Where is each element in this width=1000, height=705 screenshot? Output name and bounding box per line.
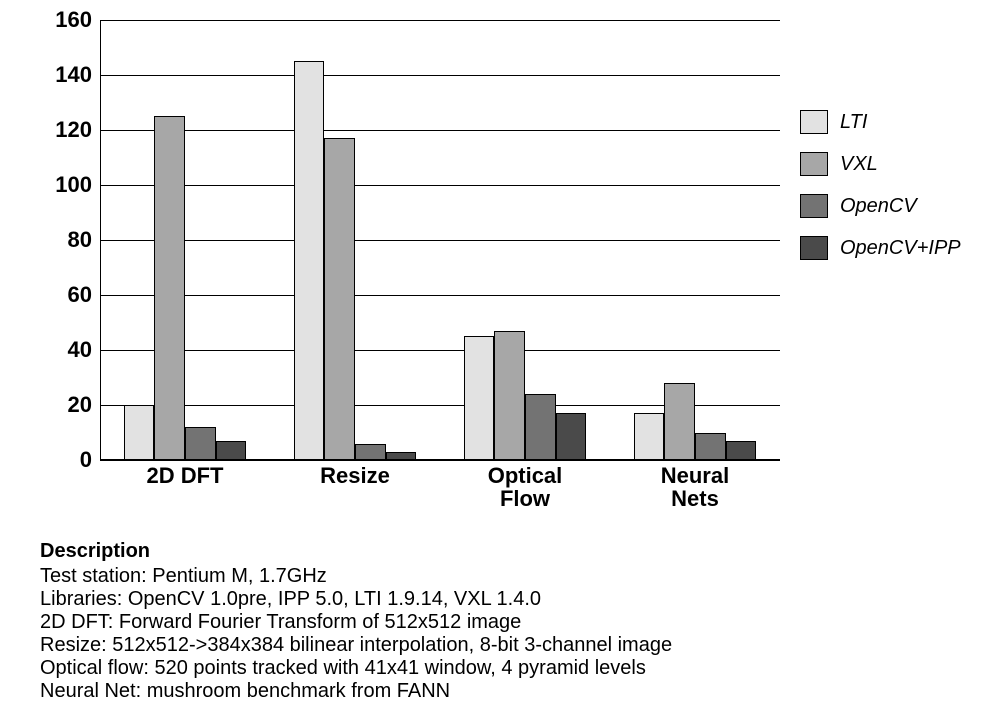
bar — [726, 441, 757, 460]
bar — [494, 331, 525, 460]
bar — [154, 116, 185, 460]
page: 0 20 40 60 80 100 120 140 160 2D DFT Resize Optica… — [0, 0, 1000, 705]
bar — [294, 61, 325, 460]
bar — [664, 383, 695, 460]
plot-area — [100, 20, 780, 460]
y-tick-label: 20 — [68, 392, 92, 418]
x-tick-label: Neural Nets — [615, 464, 775, 510]
bars-layer — [100, 20, 780, 460]
bar — [634, 413, 665, 460]
benchmark-chart: 0 20 40 60 80 100 120 140 160 2D DFT Resize Optica… — [30, 10, 970, 510]
bar — [525, 394, 556, 460]
legend-swatch — [800, 152, 828, 176]
legend-item: VXL — [800, 152, 980, 176]
legend: LTI VXL OpenCV OpenCV+IPP — [800, 110, 980, 278]
legend-swatch — [800, 110, 828, 134]
description-line: Libraries: OpenCV 1.0pre, IPP 5.0, LTI 1… — [40, 588, 960, 611]
bar — [216, 441, 247, 460]
x-axis: 2D DFT Resize Optical FlowNeural Nets — [100, 460, 780, 510]
legend-item: OpenCV — [800, 194, 980, 218]
legend-swatch — [800, 194, 828, 218]
x-tick-label: Optical Flow — [445, 464, 605, 510]
y-axis: 020406080100120140160 — [30, 20, 100, 460]
y-tick-label: 140 — [55, 62, 92, 88]
description-line: 2D DFT: Forward Fourier Transform of 512… — [40, 611, 960, 634]
bar — [355, 444, 386, 461]
y-tick-label: 160 — [55, 7, 92, 33]
y-tick-label: 80 — [68, 227, 92, 253]
bar — [185, 427, 216, 460]
legend-item: LTI — [800, 110, 980, 134]
bar — [324, 138, 355, 460]
legend-swatch — [800, 236, 828, 260]
y-tick-label: 120 — [55, 117, 92, 143]
bar — [124, 405, 155, 460]
legend-label: VXL — [840, 153, 878, 176]
legend-label: LTI — [840, 111, 867, 134]
description-body: Test station: Pentium M, 1.7GHzLibraries… — [40, 565, 960, 703]
y-tick-label: 0 — [80, 447, 92, 473]
description-heading: Description — [40, 540, 960, 563]
bar — [386, 452, 417, 460]
bar — [695, 433, 726, 461]
description-line: Resize: 512x512->384x384 bilinear interp… — [40, 634, 960, 657]
y-tick-label: 60 — [68, 282, 92, 308]
y-tick-label: 40 — [68, 337, 92, 363]
description: Description Test station: Pentium M, 1.7… — [40, 540, 960, 703]
description-line: Test station: Pentium M, 1.7GHz — [40, 565, 960, 588]
bar — [464, 336, 495, 460]
description-line: Neural Net: mushroom benchmark from FANN — [40, 680, 960, 703]
y-tick-label: 100 — [55, 172, 92, 198]
legend-label: OpenCV — [840, 195, 917, 218]
description-line: Optical flow: 520 points tracked with 41… — [40, 657, 960, 680]
bar — [556, 413, 587, 460]
legend-label: OpenCV+IPP — [840, 237, 961, 260]
x-tick-label: Resize — [275, 464, 435, 487]
x-tick-label: 2D DFT — [105, 464, 265, 487]
legend-item: OpenCV+IPP — [800, 236, 980, 260]
